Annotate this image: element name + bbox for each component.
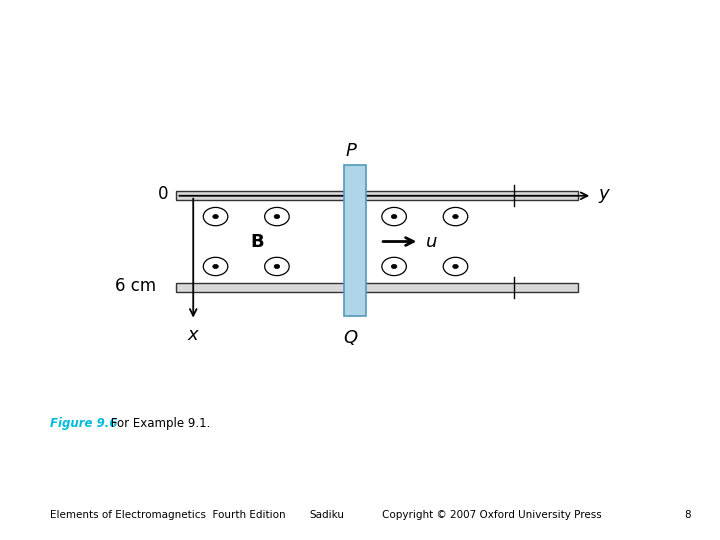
Bar xyxy=(176,191,578,200)
Text: $x$: $x$ xyxy=(186,326,200,344)
Text: For Example 9.1.: For Example 9.1. xyxy=(107,416,210,430)
Circle shape xyxy=(213,214,218,219)
Text: $Q$: $Q$ xyxy=(343,328,359,347)
Circle shape xyxy=(274,214,280,219)
Text: $\mathbf{B}$: $\mathbf{B}$ xyxy=(251,233,264,251)
Text: Copyright © 2007 Oxford University Press: Copyright © 2007 Oxford University Press xyxy=(382,510,601,521)
Text: 0: 0 xyxy=(158,185,168,202)
Text: $P$: $P$ xyxy=(345,141,358,160)
Circle shape xyxy=(213,265,218,268)
Bar xyxy=(344,165,366,316)
Circle shape xyxy=(453,265,459,268)
Text: Sadiku: Sadiku xyxy=(310,510,345,521)
Text: 6 cm: 6 cm xyxy=(114,277,156,295)
Circle shape xyxy=(444,207,468,226)
Text: 8: 8 xyxy=(685,510,691,521)
Circle shape xyxy=(453,214,459,219)
Text: $u$: $u$ xyxy=(425,233,437,251)
Circle shape xyxy=(382,258,406,275)
Circle shape xyxy=(203,207,228,226)
Circle shape xyxy=(444,258,468,275)
Circle shape xyxy=(382,207,406,226)
Circle shape xyxy=(392,265,397,268)
Circle shape xyxy=(392,214,397,219)
Circle shape xyxy=(274,265,280,268)
Text: Elements of Electromagnetics  Fourth Edition: Elements of Electromagnetics Fourth Edit… xyxy=(50,510,286,521)
Circle shape xyxy=(203,258,228,275)
Circle shape xyxy=(265,207,289,226)
Text: Figure 9.6: Figure 9.6 xyxy=(50,416,118,430)
Text: $y$: $y$ xyxy=(598,187,611,205)
Bar xyxy=(176,282,578,292)
Circle shape xyxy=(265,258,289,275)
